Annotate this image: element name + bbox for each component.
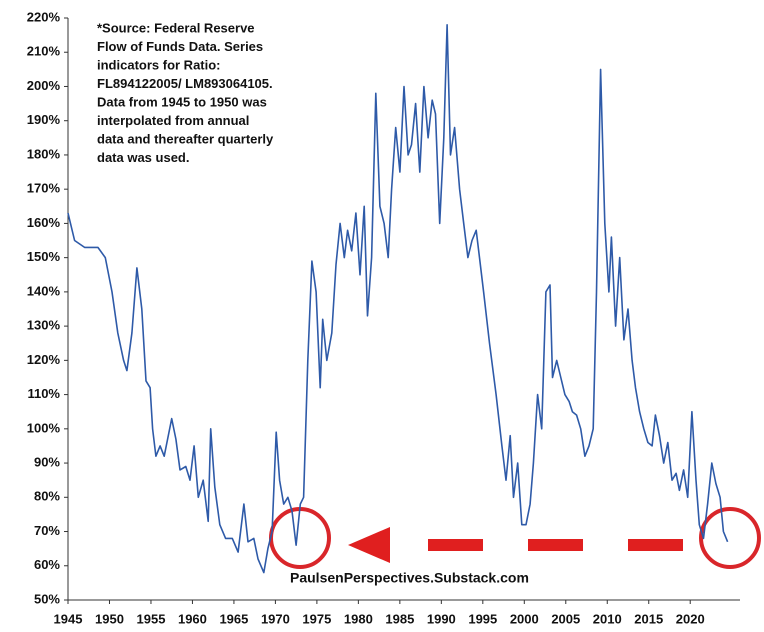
y-tick-label: 190% — [27, 112, 61, 127]
x-tick-label: 1950 — [95, 611, 124, 626]
x-tick-label: 1980 — [344, 611, 373, 626]
x-tick-label: 2005 — [551, 611, 580, 626]
y-tick-label: 150% — [27, 249, 61, 264]
x-tick-label: 1970 — [261, 611, 290, 626]
x-tick-label: 2010 — [593, 611, 622, 626]
y-tick-label: 200% — [27, 78, 61, 93]
y-tick-label: 130% — [27, 318, 61, 333]
annotation-shapes — [269, 507, 761, 569]
y-tick-label: 210% — [27, 44, 61, 59]
arrow-head — [348, 527, 390, 563]
x-tick-label: 2000 — [510, 611, 539, 626]
x-tick-label: 1995 — [468, 611, 497, 626]
note-line: Data from 1945 to 1950 was — [97, 94, 267, 109]
x-tick-label: 2015 — [634, 611, 663, 626]
y-tick-label: 180% — [27, 146, 61, 161]
y-tick-label: 100% — [27, 420, 61, 435]
watermark: PaulsenPerspectives.Substack.com — [290, 570, 529, 586]
x-tick-label: 1945 — [54, 611, 83, 626]
source-note: *Source: Federal Reserve Flow of Funds Da… — [97, 20, 274, 165]
y-tick-label: 170% — [27, 181, 61, 196]
y-tick-label: 120% — [27, 352, 61, 367]
y-tick-label: 50% — [34, 591, 60, 606]
note-line: Flow of Funds Data. Series — [97, 39, 263, 54]
x-tick-label: 2020 — [676, 611, 705, 626]
x-tick-label: 1965 — [219, 611, 248, 626]
x-tick-label: 1985 — [385, 611, 414, 626]
x-tick-label: 1990 — [427, 611, 456, 626]
data-line — [67, 24, 729, 574]
x-tick-label: 1955 — [137, 611, 166, 626]
note-line: indicators for Ratio: — [97, 57, 221, 72]
y-tick-label: 90% — [34, 454, 60, 469]
y-tick-label: 220% — [27, 9, 61, 24]
y-tick-label: 110% — [27, 386, 60, 401]
y-tick-label: 60% — [34, 557, 60, 572]
highlight-circle — [269, 507, 331, 569]
y-tick-label: 70% — [34, 523, 60, 538]
x-tick-label: 1975 — [302, 611, 331, 626]
y-tick-label: 80% — [34, 489, 60, 504]
y-tick-label: 140% — [27, 283, 61, 298]
note-line: FL894122005/ LM893064105. — [97, 76, 273, 91]
x-tick-label: 1960 — [178, 611, 207, 626]
highlight-circle — [699, 507, 761, 569]
y-tick-label: 160% — [27, 215, 61, 230]
note-line: data and thereafter quarterly — [97, 131, 274, 146]
note-line: interpolated from annual — [97, 113, 249, 128]
note-line: data was used. — [97, 150, 189, 165]
note-line: *Source: Federal Reserve — [97, 20, 255, 35]
